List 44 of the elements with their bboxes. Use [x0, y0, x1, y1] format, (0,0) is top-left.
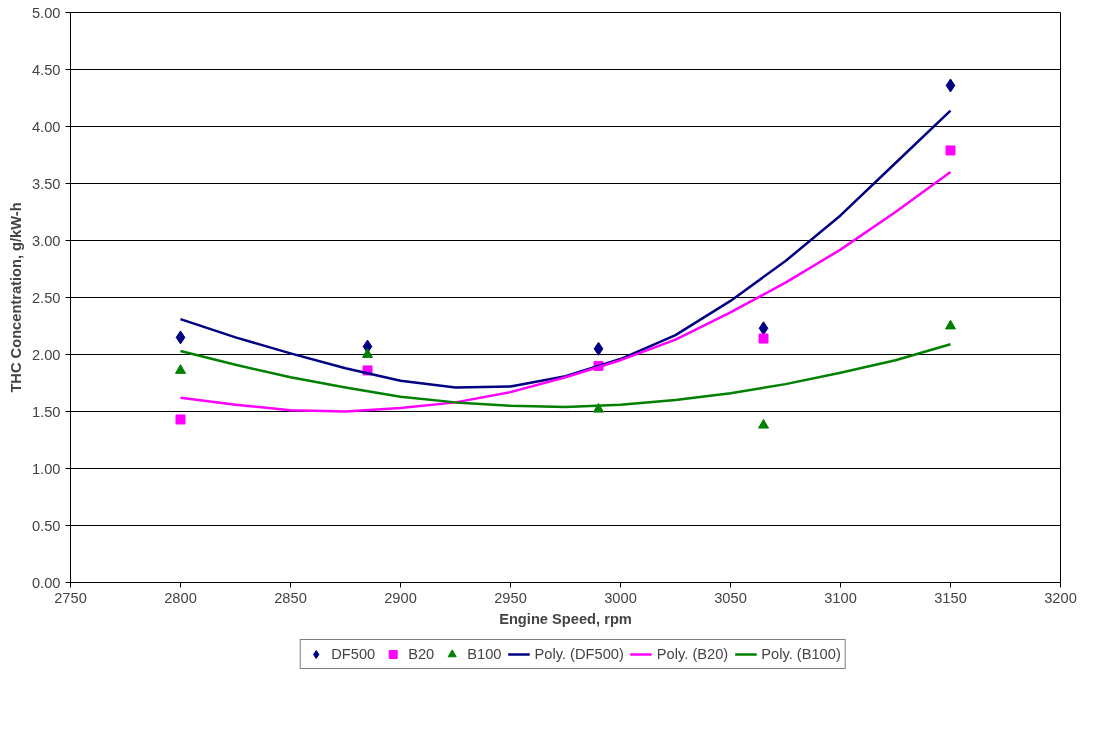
- line-series: [179, 109, 952, 389]
- x-tick-label: 2800: [164, 589, 197, 606]
- legend-label: DF500: [331, 646, 376, 662]
- legend-label: Poly. (B20): [656, 646, 729, 662]
- y-tick-label: 3.00: [31, 232, 61, 249]
- y-tick-label: 2.50: [31, 289, 61, 306]
- x-tick-label: 2950: [494, 589, 527, 606]
- x-tick-label: 2900: [384, 589, 417, 606]
- point: [945, 78, 956, 93]
- legend-label: B20: [408, 646, 435, 662]
- y-tick-label: 0.00: [31, 574, 61, 591]
- x-tick-label: 3200: [1044, 589, 1077, 606]
- point: [362, 348, 373, 358]
- point: [593, 341, 604, 356]
- x-tick-label: 3100: [824, 589, 857, 606]
- point: [945, 145, 956, 156]
- point: [758, 418, 769, 429]
- line-series: [179, 342, 952, 409]
- y-tick-label: 2.00: [31, 346, 61, 363]
- point: [175, 364, 186, 374]
- legend-label: Poly. (B100): [761, 646, 841, 662]
- y-tick-label: 3.50: [31, 175, 61, 192]
- x-tick-label: 3150: [934, 589, 967, 606]
- x-tick-label: 2850: [274, 589, 307, 606]
- legend-label: B100: [467, 646, 502, 662]
- x-tick-label: 2750: [54, 589, 87, 606]
- x-tick-label: 3000: [604, 589, 637, 606]
- y-tick-label: 4.00: [31, 118, 61, 135]
- point: [175, 330, 186, 345]
- x-tick-label: 3050: [714, 589, 747, 606]
- point: [945, 319, 956, 330]
- y-axis-title: THC Concentration, g/kW-h: [7, 202, 24, 393]
- line-series: [179, 170, 952, 413]
- point: [175, 414, 186, 425]
- y-tick-label: 0.50: [31, 517, 61, 534]
- y-tick-label: 5.00: [31, 4, 61, 21]
- y-tick-label: 1.50: [31, 403, 61, 420]
- y-tick-label: 1.00: [31, 460, 61, 477]
- x-axis-title: Engine Speed, rpm: [499, 610, 632, 627]
- point: [593, 402, 604, 413]
- point: [758, 321, 769, 336]
- point: [758, 333, 769, 344]
- legend-label: Poly. (DF500): [534, 646, 624, 662]
- y-tick-label: 4.50: [31, 61, 61, 78]
